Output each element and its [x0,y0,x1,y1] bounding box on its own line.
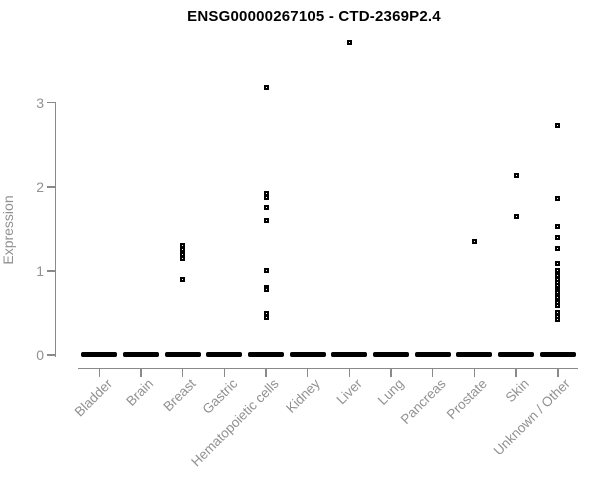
x-category-label: Pancreas [397,376,449,427]
data-point [346,39,352,45]
data-point [263,315,269,321]
data-point [180,247,186,253]
x-tick [515,369,517,377]
y-tick-label: 1 [36,262,44,279]
data-point [471,238,477,244]
x-category-label: Lung [374,376,407,408]
y-tick [46,270,55,272]
x-tick [98,369,101,377]
x-tick [473,369,476,377]
y-axis-line [54,102,56,357]
x-tick [431,369,434,377]
x-tick [265,369,267,377]
chart-title: ENSG00000267105 - CTD-2369P2.4 [187,8,441,25]
data-point [263,191,269,197]
data-point [263,205,269,211]
x-category-label: Kidney [283,376,324,416]
zero-cluster-bar [164,352,201,357]
data-point [513,173,519,179]
x-tick [557,369,559,377]
data-point [180,243,186,249]
data-point [263,311,269,317]
data-point [555,196,561,202]
zero-cluster-bar [414,352,451,357]
zero-cluster-bar [248,352,285,357]
zero-cluster-bar [498,352,535,357]
data-point [263,217,269,223]
data-point [555,282,561,288]
data-point [555,122,561,128]
x-tick [348,369,351,377]
data-point [555,223,561,229]
y-tick-label: 3 [36,94,44,111]
x-category-label: Prostate [443,376,491,423]
zero-cluster-bar [122,352,159,357]
data-point [513,213,519,219]
zero-cluster-bar [331,352,368,357]
data-point [555,302,561,308]
data-point [555,272,561,278]
zero-cluster-bar [206,352,243,357]
x-category-label: Unknown / Other [491,376,574,459]
data-point [263,195,269,201]
data-point [180,276,186,282]
data-point [555,260,561,266]
x-tick [181,369,184,377]
zero-cluster-bar [81,352,118,357]
x-tick [140,369,142,377]
x-tick [223,369,226,377]
y-tick [46,186,55,188]
data-point [263,85,269,91]
data-point [555,245,561,251]
x-axis-line [78,367,578,369]
zero-cluster-bar [373,352,410,357]
x-category-label: Gastric [199,376,240,417]
y-tick-label: 0 [36,347,44,363]
y-tick [46,354,55,356]
data-point [263,267,269,273]
data-point [555,234,561,240]
zero-cluster-bar [539,352,576,357]
x-category-label: Breast [160,376,199,415]
x-tick [390,369,392,377]
x-category-label: Bladder [71,376,115,420]
data-point [180,255,186,261]
data-point [555,317,561,323]
zero-cluster-bar [456,352,493,357]
y-axis-title: Expression [0,195,16,265]
data-point [555,268,561,274]
data-point [263,286,269,292]
x-category-label: Brain [123,376,157,409]
data-point [180,251,186,257]
y-tick [46,101,55,104]
y-tick-label: 2 [36,178,44,195]
x-tick [306,369,309,377]
zero-cluster-bar [289,352,326,357]
x-category-label: Liver [333,376,365,408]
x-category-label: Skin [502,376,532,406]
